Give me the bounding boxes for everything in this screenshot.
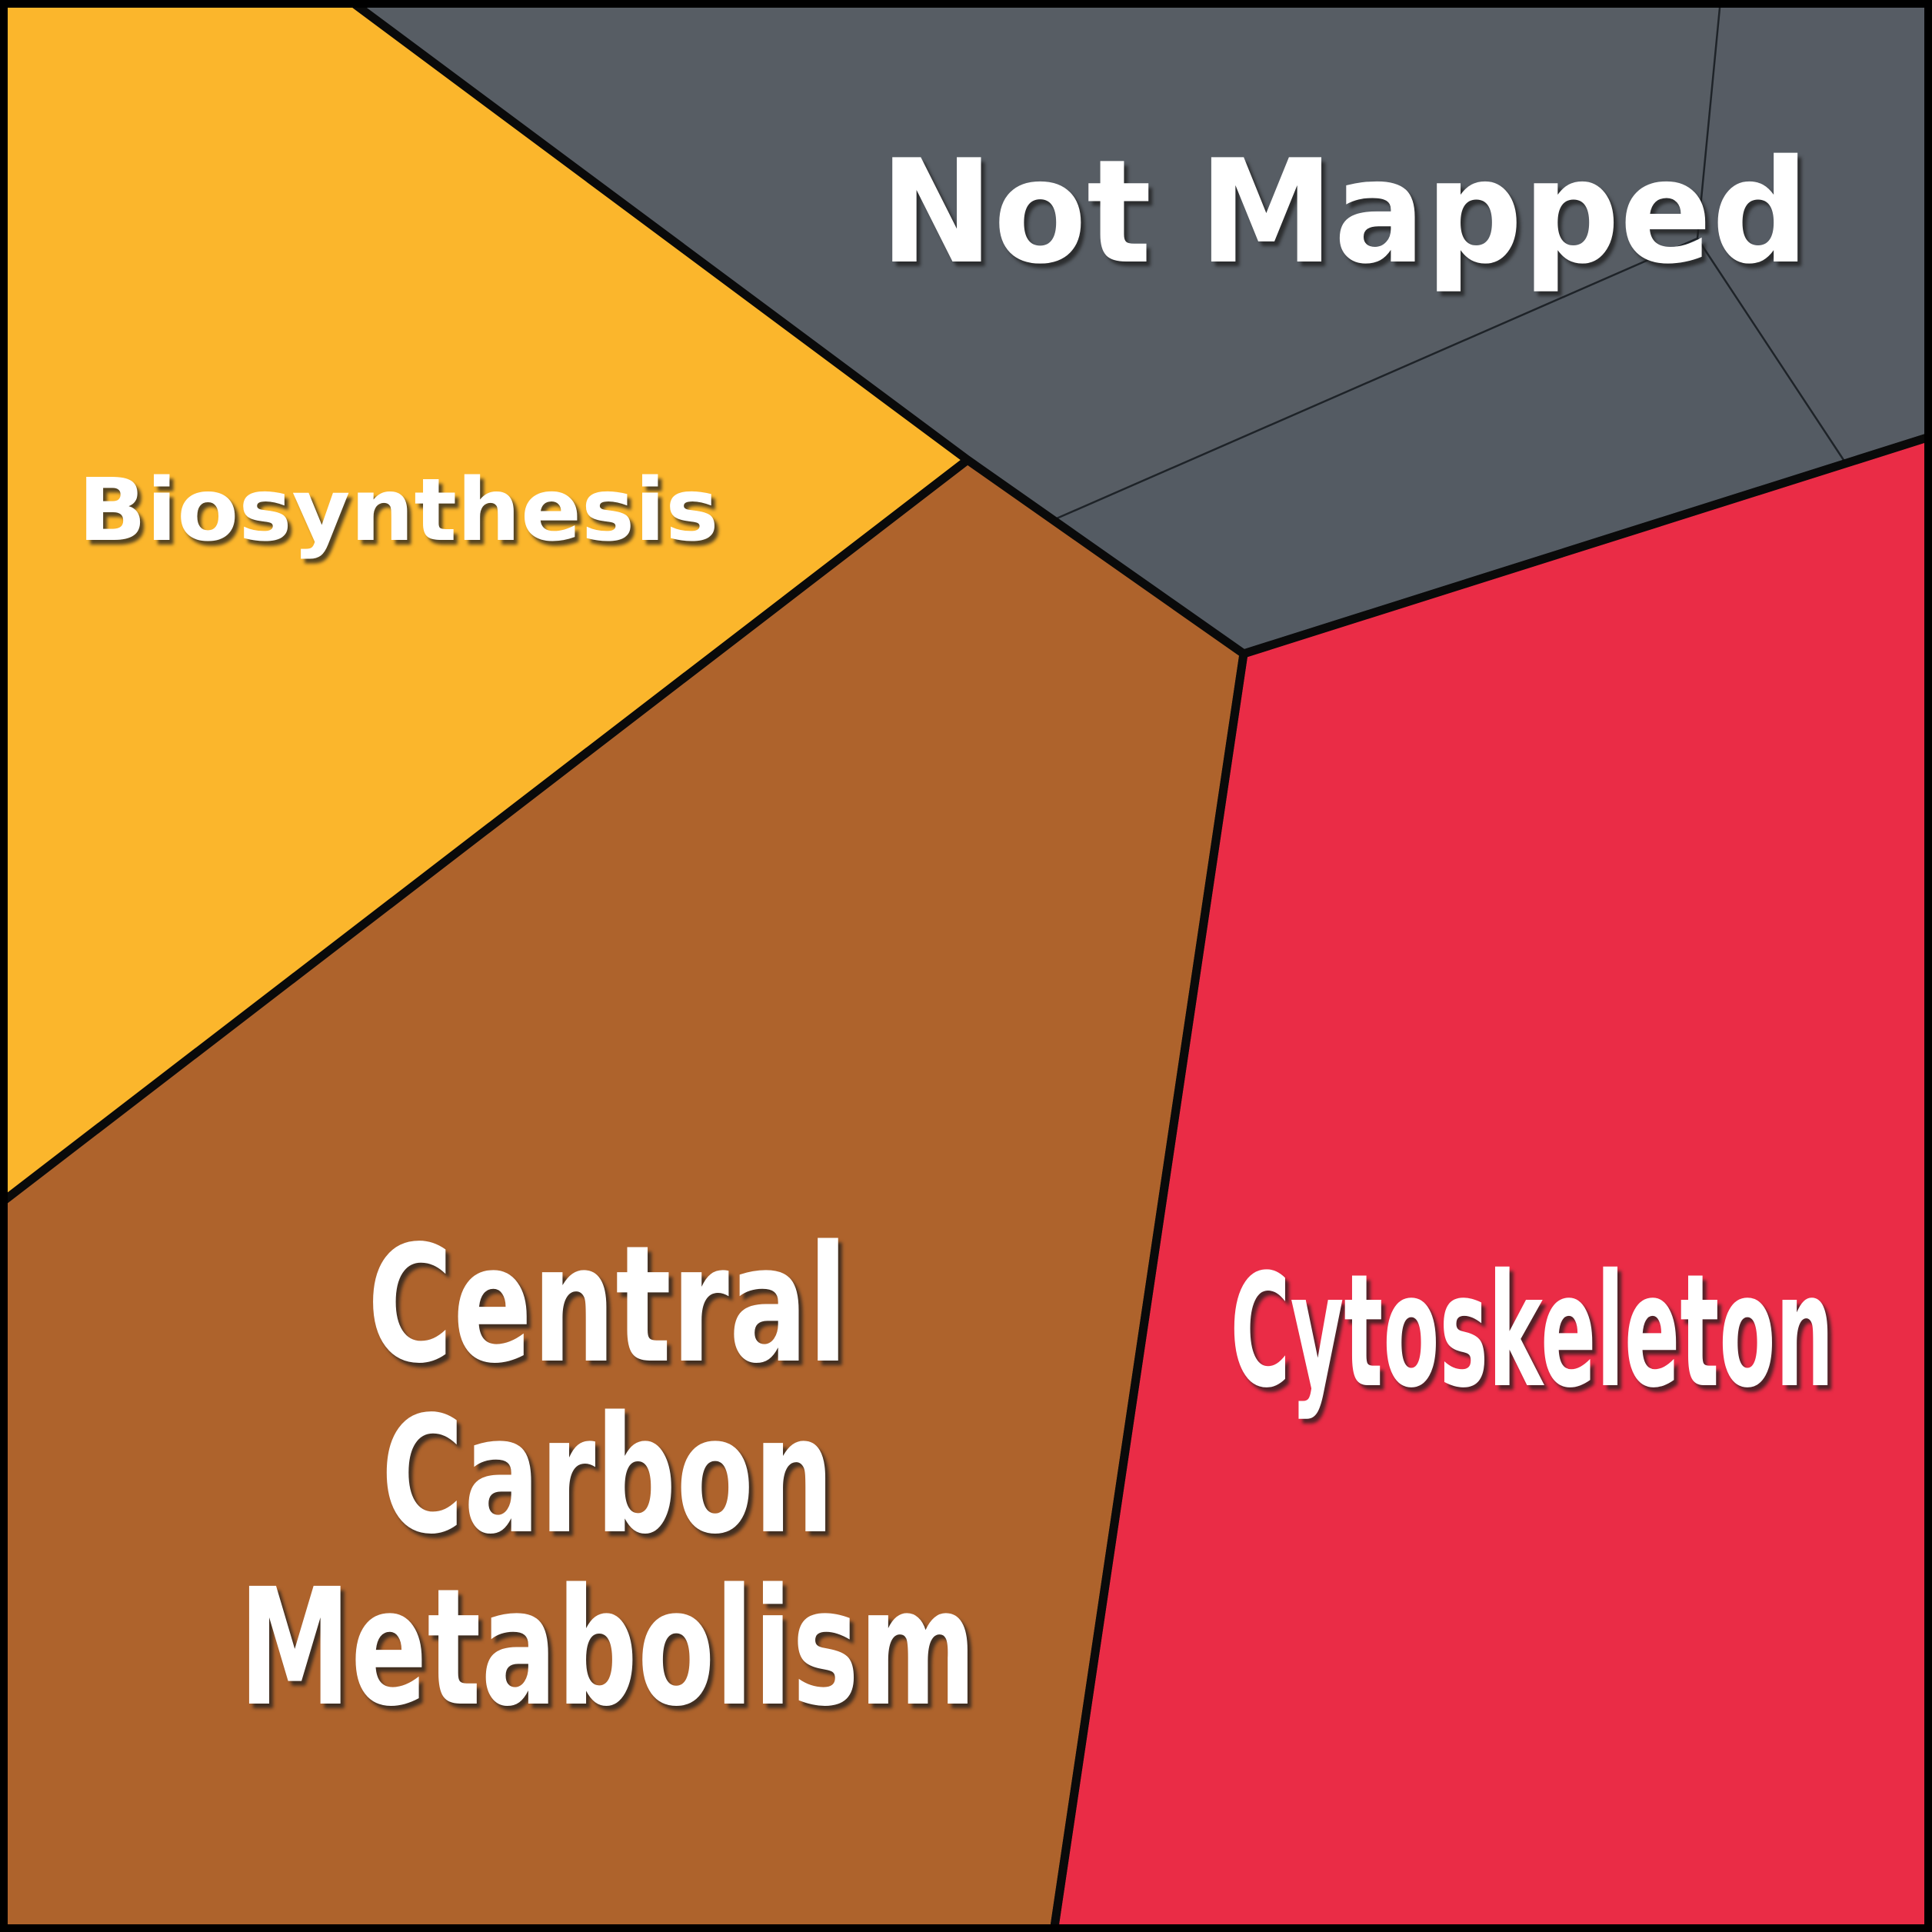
region-cytoskeleton[interactable] xyxy=(1054,436,1932,1932)
label-biosynthesis: Biosynthesis xyxy=(78,461,719,561)
not-mapped-subcell-divider-lines xyxy=(1056,0,1847,520)
region-central-carbon-metabolism[interactable] xyxy=(0,460,1244,1932)
region-labels: Biosynthesis Central Carbon Metabolism N… xyxy=(78,128,1834,1742)
region-biosynthesis[interactable] xyxy=(0,0,968,1204)
label-not-mapped: Not Mapped xyxy=(880,128,1809,295)
outline-cytoskeleton xyxy=(1049,431,1932,1932)
not-mapped-subcell-bottom[interactable] xyxy=(1057,238,1845,654)
label-central-carbon-metabolism-line3: Metabolism xyxy=(239,1554,977,1742)
label-cytoskeleton: Cytoskeleton xyxy=(1231,1241,1834,1422)
not-mapped-subcell-right[interactable] xyxy=(1697,0,1932,462)
label-central-carbon-metabolism-line2: Carbon xyxy=(381,1381,834,1570)
label-central-carbon-metabolism-line1: Central xyxy=(368,1211,848,1399)
